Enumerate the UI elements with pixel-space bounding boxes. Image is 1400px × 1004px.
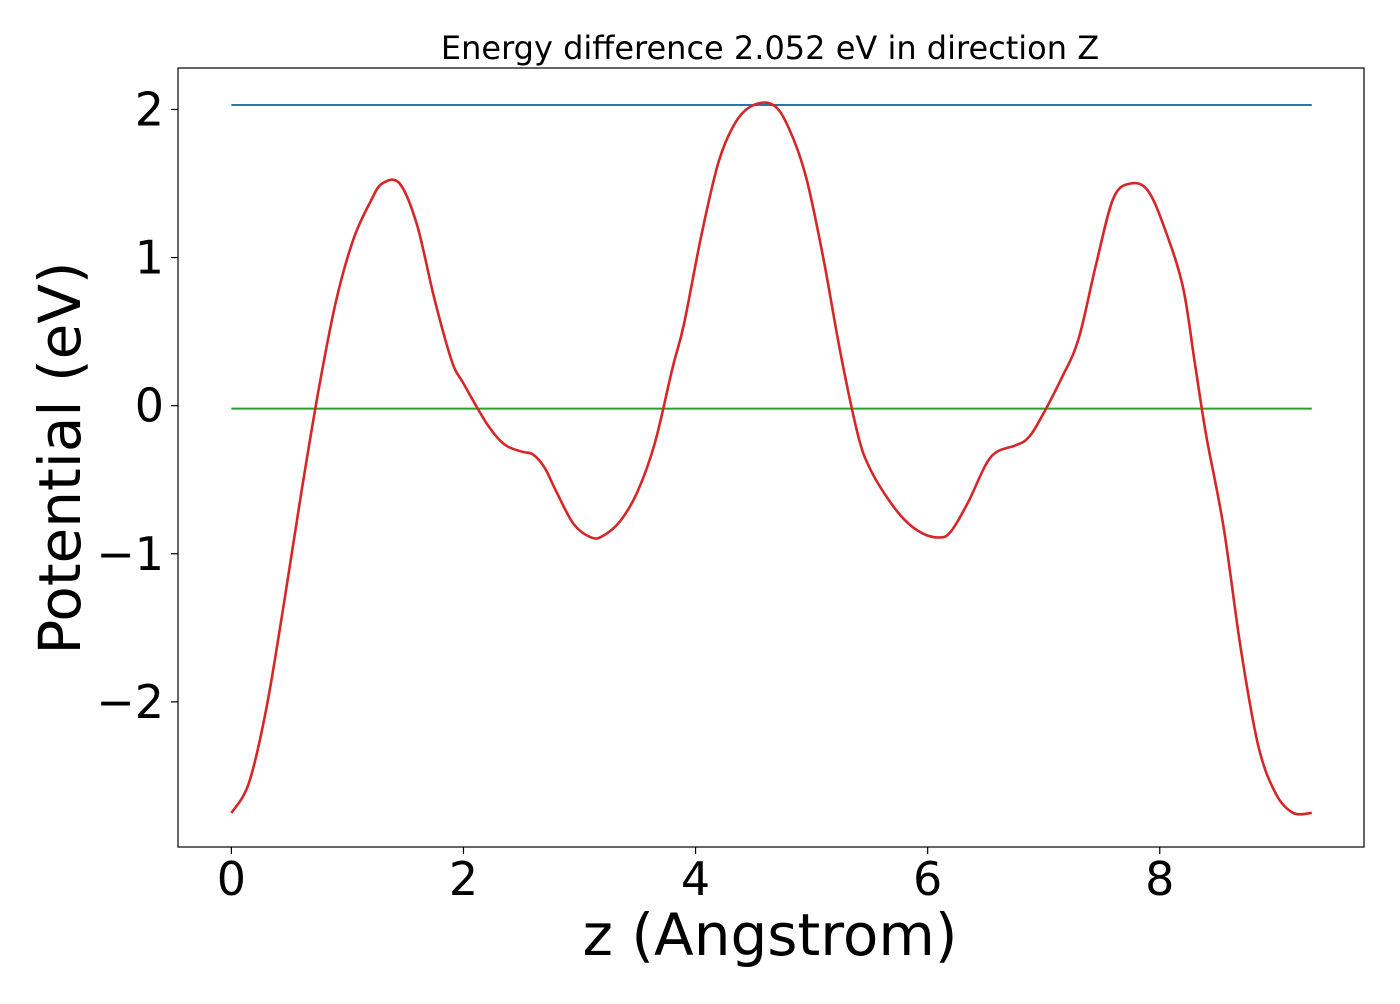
potential-curve xyxy=(230,101,1312,816)
y-tick-label: −1 xyxy=(96,527,164,581)
x-axis-ticks: 0 2 4 6 8 xyxy=(217,847,1174,906)
x-tick-label: 6 xyxy=(913,852,942,906)
x-tick-label: 4 xyxy=(681,852,710,906)
chart-title: Energy difference 2.052 eV in direction … xyxy=(441,29,1099,67)
y-tick-label: 0 xyxy=(135,379,164,433)
x-tick-label: 0 xyxy=(217,852,246,906)
y-tick-label: −2 xyxy=(96,675,164,729)
y-axis-label: Potential (eV) xyxy=(26,261,94,654)
x-axis-label: z (Angstrom) xyxy=(583,901,958,969)
x-tick-label: 8 xyxy=(1145,852,1174,906)
y-tick-label: 2 xyxy=(135,82,164,136)
y-axis-ticks: −2 −1 0 1 2 xyxy=(96,82,178,729)
plot-frame xyxy=(177,67,1365,848)
y-tick-label: 1 xyxy=(135,231,164,285)
series-layer xyxy=(230,101,1312,816)
x-tick-label: 2 xyxy=(449,852,478,906)
